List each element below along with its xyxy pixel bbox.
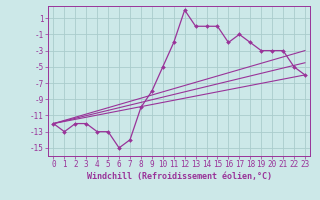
X-axis label: Windchill (Refroidissement éolien,°C): Windchill (Refroidissement éolien,°C) [87, 172, 272, 181]
